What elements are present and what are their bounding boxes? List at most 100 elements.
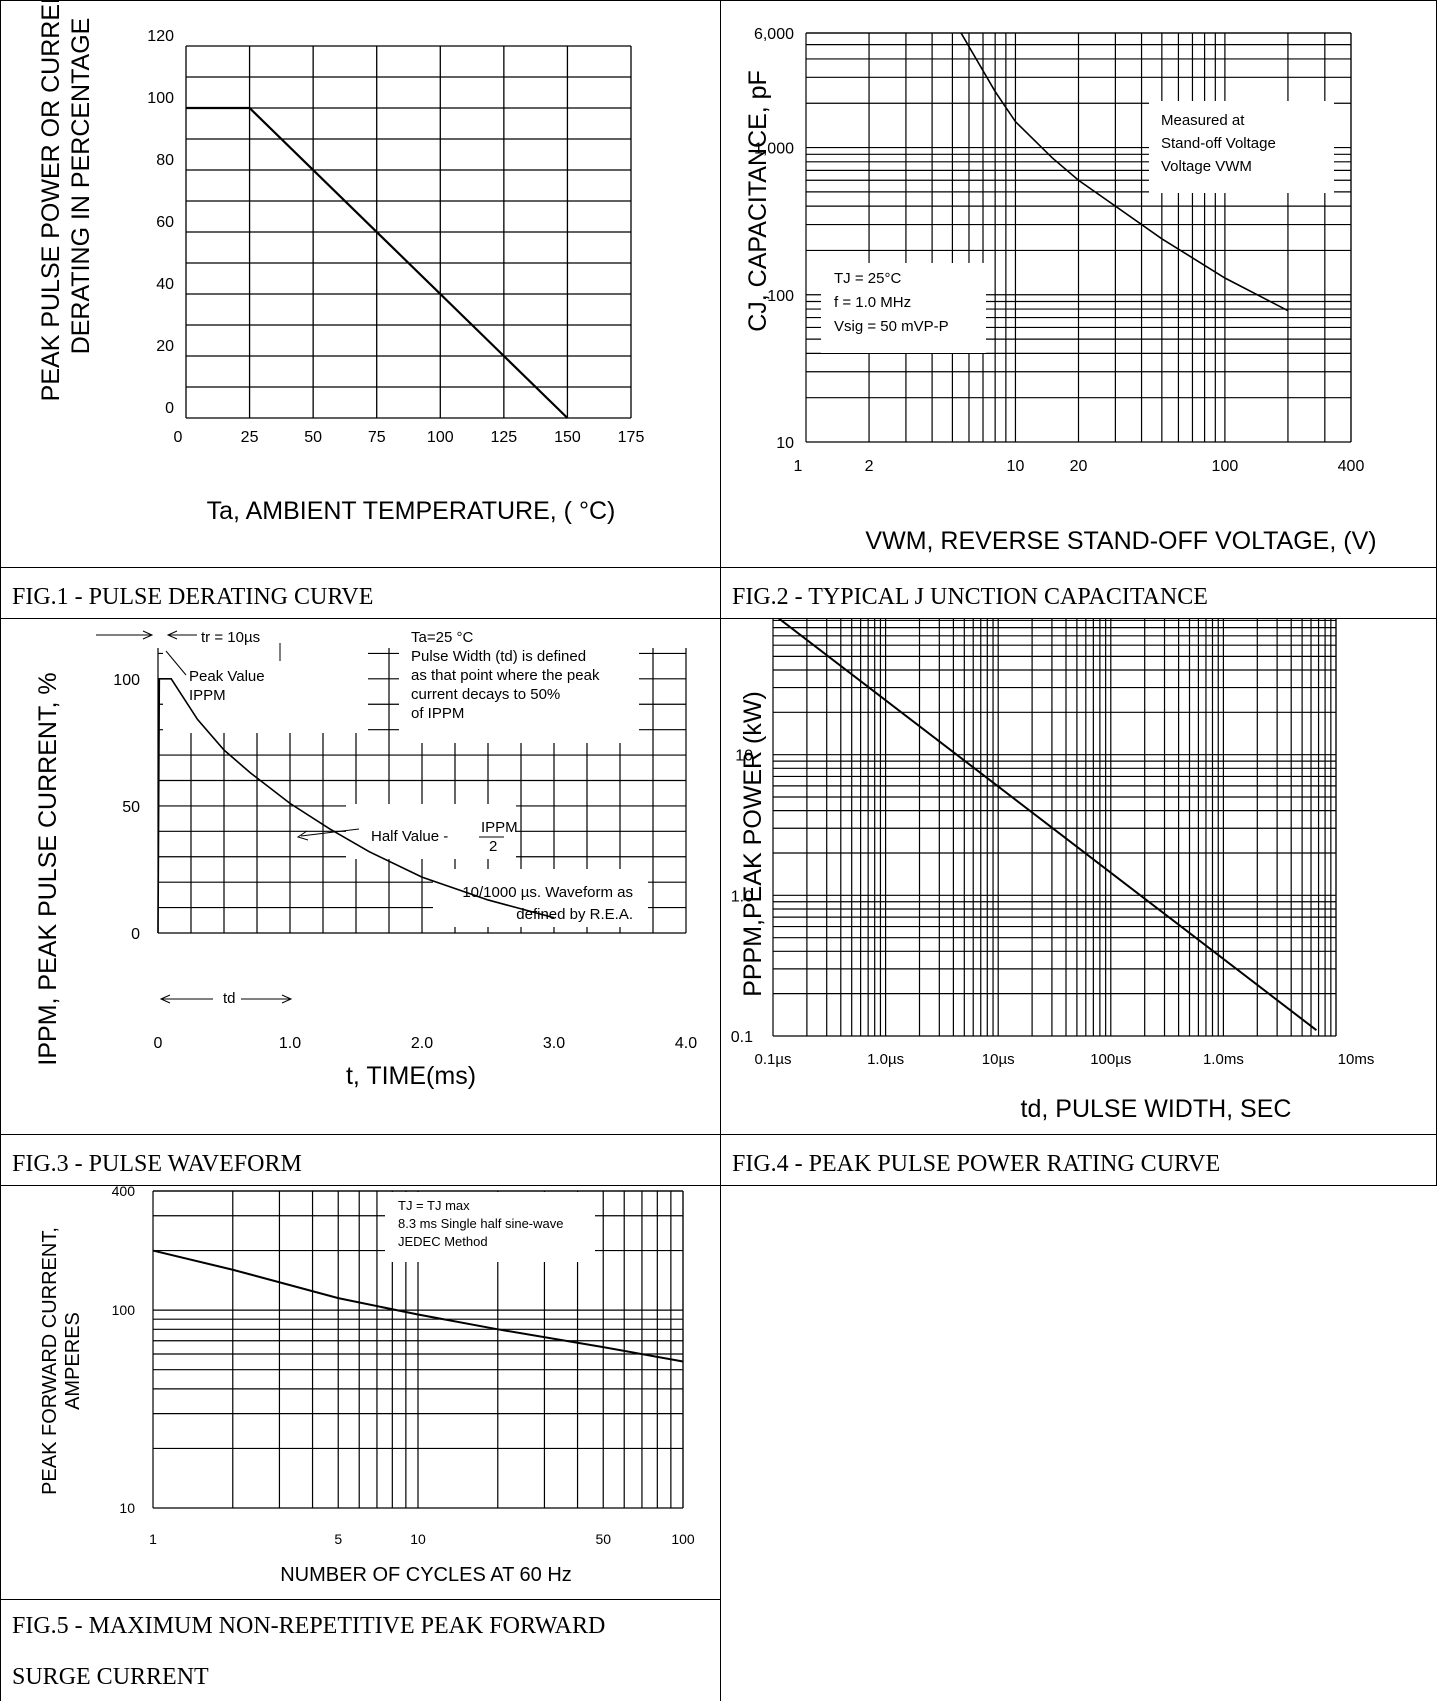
tick-label: 1.0: [279, 1035, 301, 1052]
tick-label: 100: [767, 288, 794, 305]
tick-label: 150: [554, 429, 581, 446]
row-line: [0, 618, 1437, 619]
tick-label: 100: [147, 90, 174, 107]
tick-label: 10: [119, 1500, 135, 1516]
tick-label: 125: [491, 429, 518, 446]
arrow-head: [166, 630, 178, 640]
y-axis-label: PPPM,PEAK POWER (kW): [739, 691, 767, 997]
annotation-text: IPPM: [189, 687, 226, 704]
peak-power-curve: [777, 619, 1318, 1031]
annotation-text: current decays to 50%: [411, 686, 560, 703]
x-axis-label: VWM, REVERSE STAND-OFF VOLTAGE, (V): [865, 527, 1376, 555]
tick-label: 100: [112, 1302, 136, 1318]
tick-label: 100: [113, 672, 140, 689]
row-line: [0, 1185, 1437, 1186]
tick-label: 400: [1338, 458, 1365, 475]
annotation-text: Vsig = 50 mVP-P: [834, 318, 949, 335]
tick-label: 100: [427, 429, 454, 446]
annotation-text: IPPM: [481, 819, 518, 836]
tick-label: 0: [131, 926, 140, 943]
tick-label: 80: [156, 152, 174, 169]
y-axis-label-line2: DERATING IN PERCENTAGE: [67, 18, 95, 355]
annotation-box: [433, 869, 648, 927]
annotation-box: [158, 985, 288, 1011]
tick-label: 1: [794, 458, 803, 475]
annotation-text: Peak Value: [189, 668, 265, 685]
row-line: [0, 567, 1437, 568]
annotation-text: Stand-off Voltage: [1161, 135, 1276, 152]
annotation-box: [821, 263, 986, 353]
annotation-text: as that point where the peak: [411, 667, 600, 684]
annotation-box: [399, 623, 639, 743]
tick-label: 100µs: [1090, 1051, 1131, 1068]
annotation-text: Ta=25 °C: [411, 629, 473, 646]
pointer-line: [165, 650, 187, 676]
tick-label: 0: [165, 400, 174, 417]
tick-label: 50: [122, 799, 140, 816]
fig4-chart: 0.1µs1.0µs10µs100µs1.0ms10ms0.11.010100 …: [731, 619, 1375, 1123]
arrow-head: [142, 630, 154, 640]
annotation-text: 2: [489, 838, 497, 855]
tick-label: 175: [618, 429, 645, 446]
fig1-caption: FIG.1 - PULSE DERATING CURVE: [12, 584, 374, 610]
fig4-caption: FIG.4 - PEAK PULSE POWER RATING CURVE: [732, 1151, 1221, 1177]
annotation-text: defined by R.E.A.: [516, 906, 633, 923]
arrow-head: [281, 994, 293, 1004]
arrow-head: [296, 830, 309, 841]
tick-label: 120: [147, 28, 174, 45]
tick-label: 1,000: [754, 141, 794, 158]
pointer-line: [300, 828, 360, 837]
annotation-text: 10/1000 µs. Waveform as: [462, 884, 633, 901]
x-axis-label: Ta, AMBIENT TEMPERATURE, ( °C): [207, 497, 616, 525]
fig2-chart: 1 2 10 20 100 400 10 100 1,000 6,000 Measured at S…: [744, 26, 1377, 555]
tick-label: 400: [112, 1186, 136, 1199]
tick-label: 40: [156, 276, 174, 293]
row-line: [0, 1134, 1437, 1135]
y-axis-label-line2: AMPERES: [62, 1312, 84, 1410]
derating-curve: [186, 106, 569, 419]
tick-label: 60: [156, 214, 174, 231]
surge-current-curve: [152, 1249, 684, 1363]
annotation-box: [346, 804, 516, 859]
x-axis-label: td, PULSE WIDTH, SEC: [1021, 1095, 1292, 1123]
fig5-caption-line2: SURGE CURRENT: [12, 1664, 209, 1690]
annotation-text: TJ = 25°C: [834, 270, 901, 287]
tick-label: 75: [368, 429, 386, 446]
tick-label: 2: [865, 458, 874, 475]
arrow-head: [159, 994, 171, 1004]
tick-label: 5: [334, 1531, 342, 1547]
annotation-text: of IPPM: [411, 705, 464, 722]
tick-label: 10ms: [1338, 1051, 1375, 1068]
annotation-text: td: [223, 990, 236, 1007]
annotation-text: tr = 10µs: [201, 629, 260, 646]
tick-label: 0: [174, 429, 183, 446]
annotation-box: [163, 623, 368, 733]
tick-label: 20: [156, 338, 174, 355]
fig3-chart: 0 1.0 2.0 3.0 4.0 0 50 100 tr = 10µs Peak Value I…: [34, 623, 697, 1090]
y-axis-label-line1: PEAK FORWARD CURRENT,: [39, 1227, 61, 1495]
tick-label: 1.0µs: [867, 1051, 904, 1068]
fig1-chart: 0 25 50 75 100 125 150 175 0 20 40 60 80 100 120 Ta, A…: [37, 1, 645, 525]
x-axis-label: t, TIME(ms): [346, 1062, 476, 1090]
row-line: [0, 1599, 721, 1600]
fig3-caption: FIG.3 - PULSE WAVEFORM: [12, 1151, 302, 1177]
y-axis-label: IPPM, PEAK PULSE CURRENT, %: [34, 672, 62, 1065]
tick-label: 0.1: [731, 1029, 753, 1046]
tick-label: 10: [735, 748, 753, 765]
annotation-box: [385, 1192, 595, 1262]
tick-label: 3.0: [543, 1035, 565, 1052]
fig5-caption-line1: FIG.5 - MAXIMUM NON-REPETITIVE PEAK FORW…: [12, 1613, 606, 1639]
tick-label: 1: [149, 1531, 157, 1547]
tick-label: 10: [410, 1531, 426, 1547]
annotation-box: [1149, 101, 1334, 193]
annotation-text: TJ = TJ max: [398, 1198, 470, 1213]
tick-label: 10: [776, 435, 794, 452]
tick-label: 10: [1007, 458, 1025, 475]
tick-label: 6,000: [754, 26, 794, 43]
tick-label: 100: [1212, 458, 1239, 475]
annotation-text: JEDEC Method: [398, 1234, 488, 1249]
y-axis-label: CJ, CAPACITANCE, pF: [744, 70, 772, 332]
annotation-text: Pulse Width (td) is defined: [411, 648, 586, 665]
tick-label: 50: [595, 1531, 611, 1547]
capacitance-curve: [960, 32, 1289, 312]
